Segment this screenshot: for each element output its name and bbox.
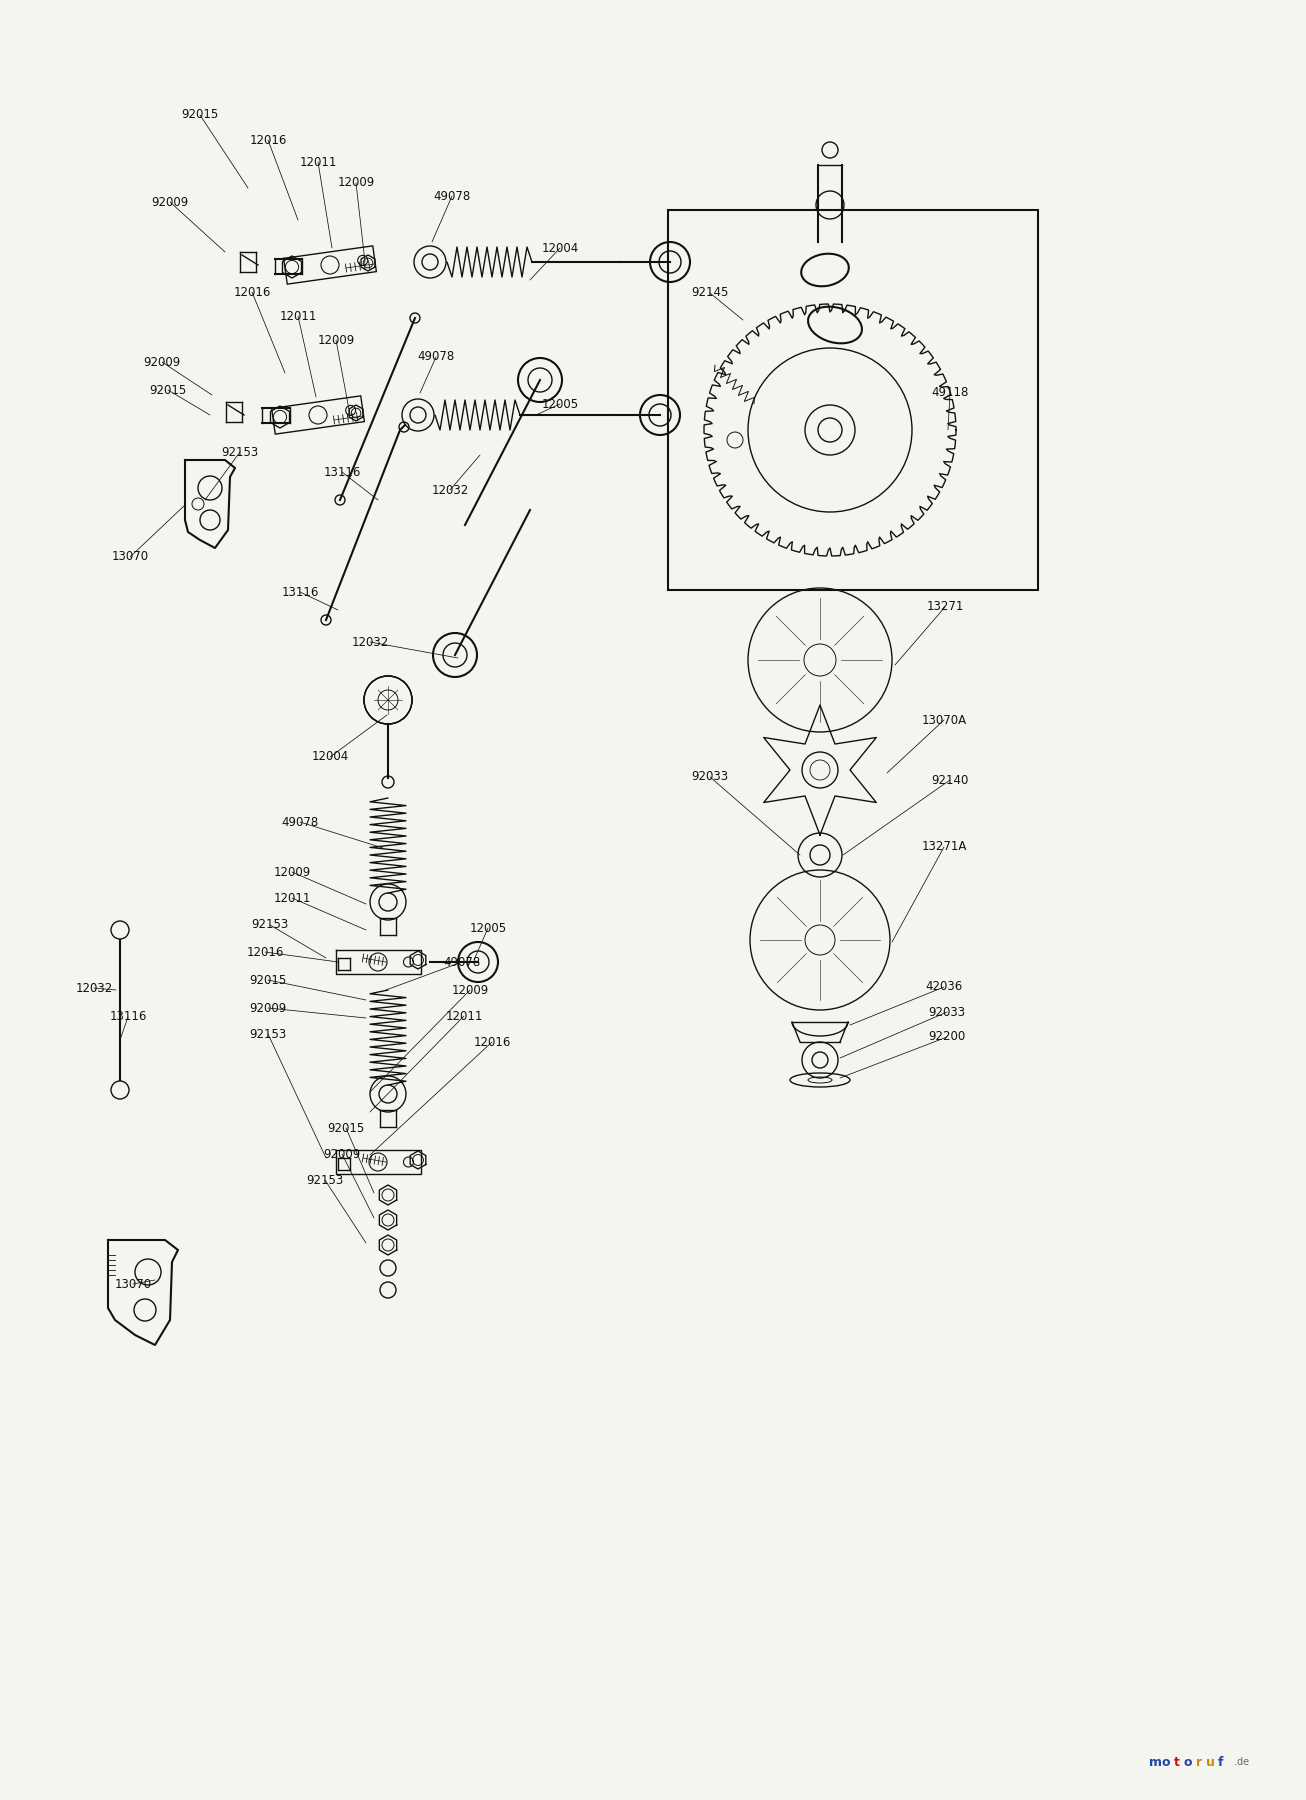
Text: 92145: 92145	[691, 286, 729, 299]
Text: 92015: 92015	[182, 108, 218, 122]
Text: 12011: 12011	[445, 1010, 483, 1022]
Text: 12005: 12005	[542, 398, 579, 410]
Text: 12032: 12032	[431, 484, 469, 497]
Text: f: f	[1218, 1755, 1224, 1768]
Text: 49078: 49078	[281, 815, 319, 828]
Circle shape	[364, 677, 411, 724]
Text: 49118: 49118	[931, 387, 969, 400]
Text: 49078: 49078	[434, 189, 470, 203]
Text: t: t	[1174, 1755, 1179, 1768]
Text: 12009: 12009	[317, 333, 355, 346]
Text: 13070: 13070	[111, 551, 149, 563]
Text: 42036: 42036	[926, 981, 963, 994]
Text: 92033: 92033	[929, 1006, 965, 1019]
Text: 92153: 92153	[222, 446, 259, 459]
Text: 12005: 12005	[469, 922, 507, 934]
Text: 12011: 12011	[273, 891, 311, 904]
Text: 92009: 92009	[324, 1148, 360, 1161]
Text: 13271A: 13271A	[921, 841, 966, 853]
Text: m: m	[1148, 1755, 1161, 1768]
Text: 13116: 13116	[324, 466, 360, 479]
Text: 13116: 13116	[281, 585, 319, 598]
Text: 92200: 92200	[929, 1030, 965, 1044]
Text: 92153: 92153	[249, 1028, 286, 1040]
Text: 12011: 12011	[279, 310, 316, 322]
Text: 12009: 12009	[452, 983, 488, 997]
Text: 12016: 12016	[247, 945, 283, 958]
Text: 13070: 13070	[115, 1278, 151, 1291]
Text: 12016: 12016	[234, 286, 270, 299]
Text: r: r	[1196, 1755, 1202, 1768]
Text: u: u	[1205, 1755, 1215, 1768]
Text: 49078: 49078	[443, 956, 481, 968]
Text: .de: .de	[1234, 1757, 1249, 1768]
Text: 13116: 13116	[110, 1010, 146, 1024]
Text: o: o	[1183, 1755, 1192, 1768]
Text: 13070A: 13070A	[922, 713, 966, 727]
Bar	[667, 211, 1038, 590]
Text: 12004: 12004	[311, 751, 349, 763]
Text: 12009: 12009	[337, 176, 375, 189]
Text: 92153: 92153	[307, 1174, 343, 1186]
Text: 92140: 92140	[931, 774, 969, 787]
Text: 12011: 12011	[299, 155, 337, 169]
Text: 12032: 12032	[351, 635, 389, 648]
Text: 92033: 92033	[691, 770, 729, 783]
Text: 12004: 12004	[542, 241, 579, 254]
Text: 12016: 12016	[473, 1035, 511, 1048]
Text: 12016: 12016	[249, 133, 287, 146]
Text: o: o	[1162, 1755, 1170, 1768]
Text: 12009: 12009	[273, 866, 311, 878]
Text: 92009: 92009	[144, 356, 180, 369]
Text: 92015: 92015	[249, 974, 286, 986]
Text: 92009: 92009	[151, 196, 188, 209]
Text: 92153: 92153	[251, 918, 289, 932]
Text: 92015: 92015	[149, 383, 187, 396]
Text: 92015: 92015	[328, 1121, 364, 1134]
Text: 92009: 92009	[249, 1001, 286, 1015]
Text: 12032: 12032	[76, 981, 112, 994]
Text: 49078: 49078	[418, 351, 454, 364]
Text: 13271: 13271	[926, 601, 964, 614]
